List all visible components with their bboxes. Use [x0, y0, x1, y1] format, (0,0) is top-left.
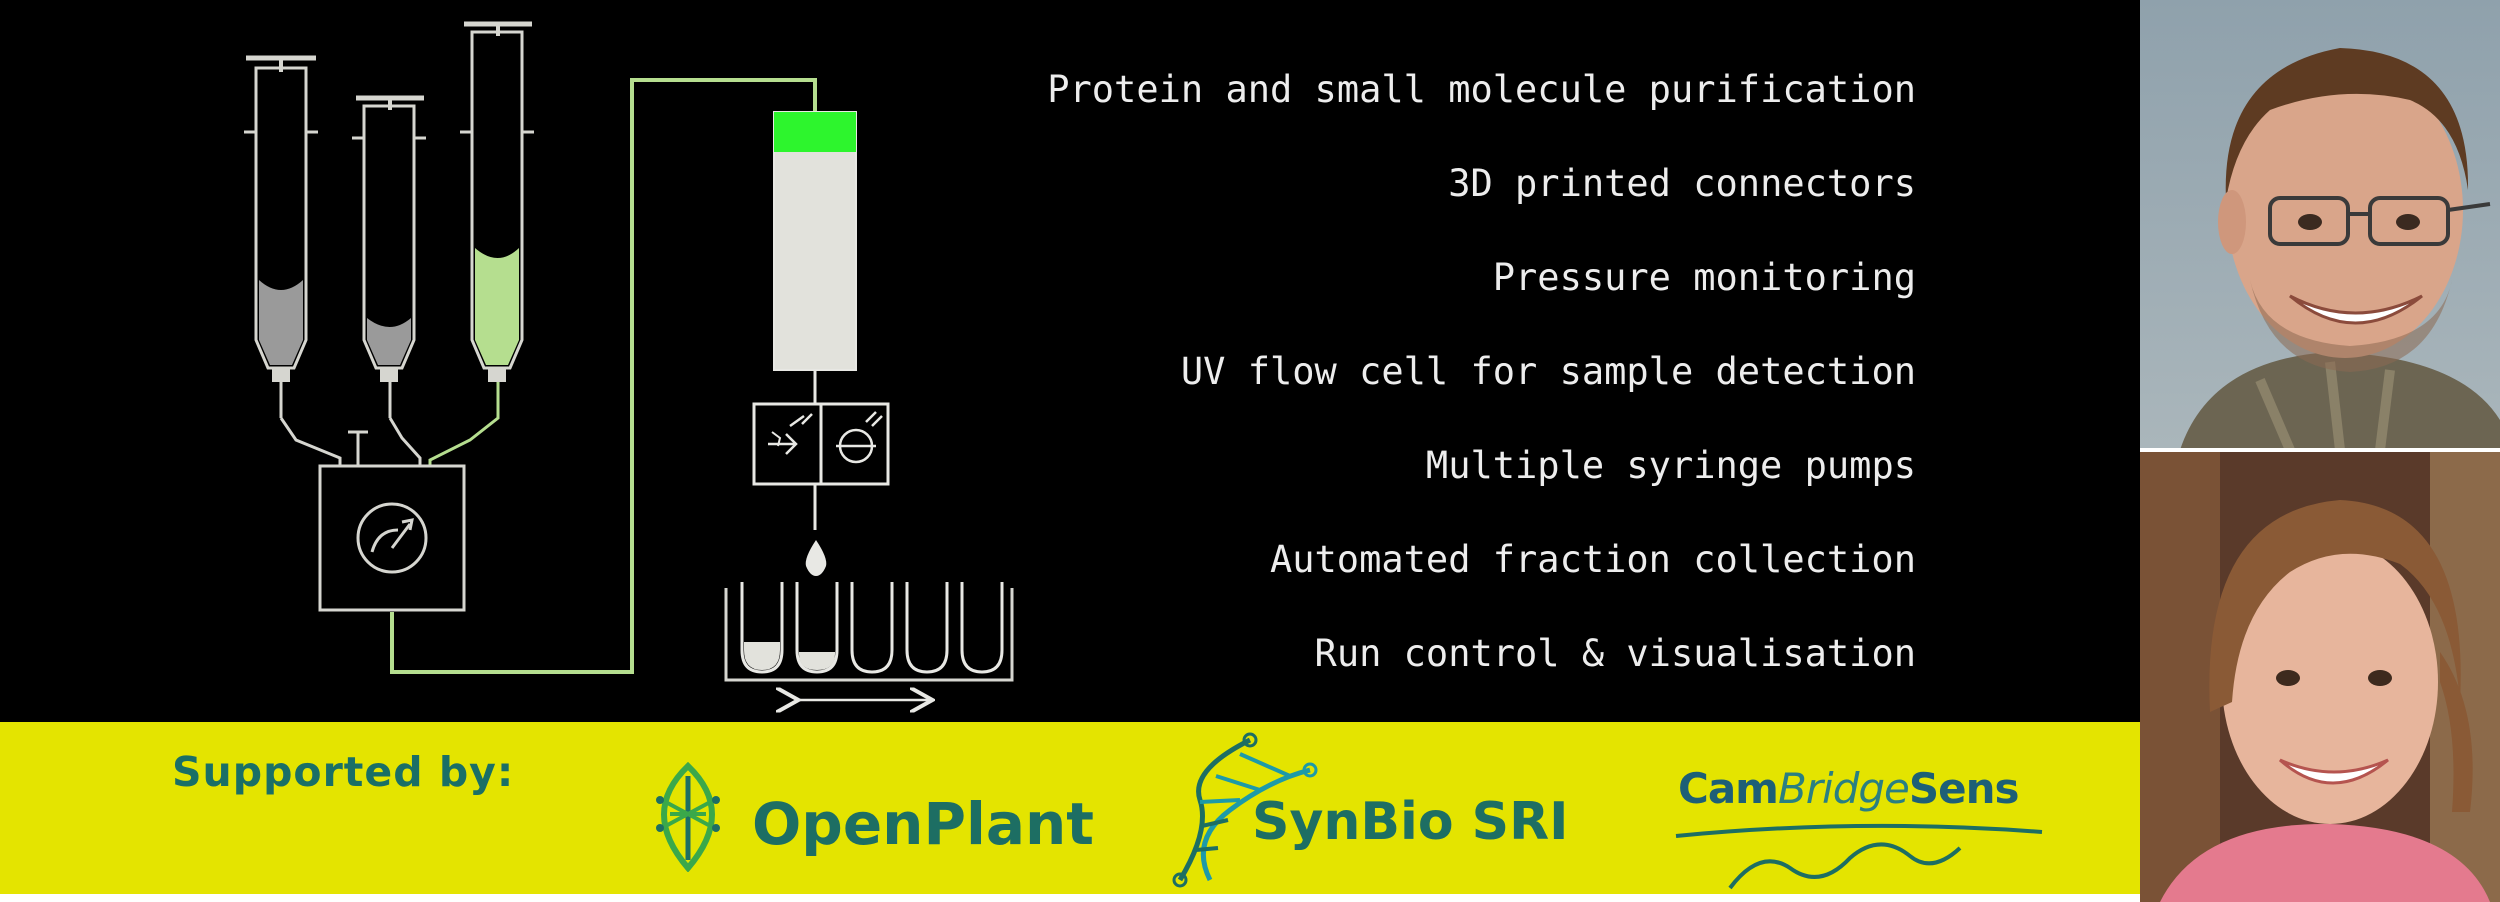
openplant-leaf-icon	[656, 762, 720, 872]
fraction-tube-2-sample	[799, 652, 835, 670]
portrait-woman	[2140, 452, 2500, 902]
dna-helix-icon	[1172, 732, 1318, 888]
feature-item: Multiple syringe pumps	[1425, 444, 1916, 487]
feature-item: 3D printed connectors	[1448, 162, 1916, 205]
fraction-collector	[724, 582, 1014, 700]
openplant-logo: OpenPlant	[640, 762, 1100, 872]
uv-flow-cell	[752, 402, 890, 530]
outlet-tubing	[390, 78, 817, 674]
feature-item: Run control & visualisation	[1314, 632, 1916, 675]
syringe-pump-2	[352, 95, 426, 418]
column-cap	[774, 112, 856, 152]
feature-item: Protein and small molecule purification	[1047, 68, 1916, 111]
feature-list: Protein and small molecule purification …	[796, 62, 1916, 720]
supported-by-label: Supported by:	[172, 748, 515, 796]
syringe-1-liquid	[259, 280, 303, 365]
sample-droplet	[805, 540, 827, 576]
feature-item: UV flow cell for sample detection	[1180, 350, 1916, 393]
syringe-3-liquid	[475, 248, 519, 365]
sponsor-bar: Supported by: OpenPlant	[0, 722, 2140, 894]
photo-divider	[2140, 448, 2500, 453]
cambridgesens-logo: CamBridgeSens	[1670, 764, 2060, 890]
feature-item: Pressure monitoring	[1492, 256, 1916, 299]
syringe-pump-3	[460, 21, 534, 404]
cambridgesens-part-sens: Sens	[1908, 764, 2020, 813]
syringe-pump-1	[244, 55, 318, 418]
cambridgesens-name: CamBridgeSens	[1678, 764, 2019, 813]
synbio-sri-logo: SynBio SRI	[1160, 730, 1580, 890]
syringe-2-liquid	[367, 318, 411, 365]
openplant-name: OpenPlant	[752, 790, 1094, 858]
feature-item: Automated fraction collection	[1269, 538, 1916, 581]
pressure-sensor-box	[318, 464, 466, 612]
syringe-tubing	[279, 417, 422, 466]
banner: Protein and small molecule purification …	[0, 0, 2140, 894]
cambridgesens-part-bridge: Bridge	[1777, 764, 1910, 813]
synbio-sri-name: SynBio SRI	[1252, 792, 1569, 852]
cambridgesens-part-cam: Cam	[1678, 764, 1779, 813]
fraction-tube-1-sample	[744, 642, 780, 670]
portrait-man	[2140, 0, 2500, 450]
syringe-3-tubing	[428, 404, 500, 466]
purification-column	[773, 111, 857, 404]
hardware-schematic	[244, 21, 1014, 722]
sensor-wave-icon	[1675, 823, 2043, 890]
hardware-panel: Protein and small molecule purification …	[0, 0, 2140, 722]
